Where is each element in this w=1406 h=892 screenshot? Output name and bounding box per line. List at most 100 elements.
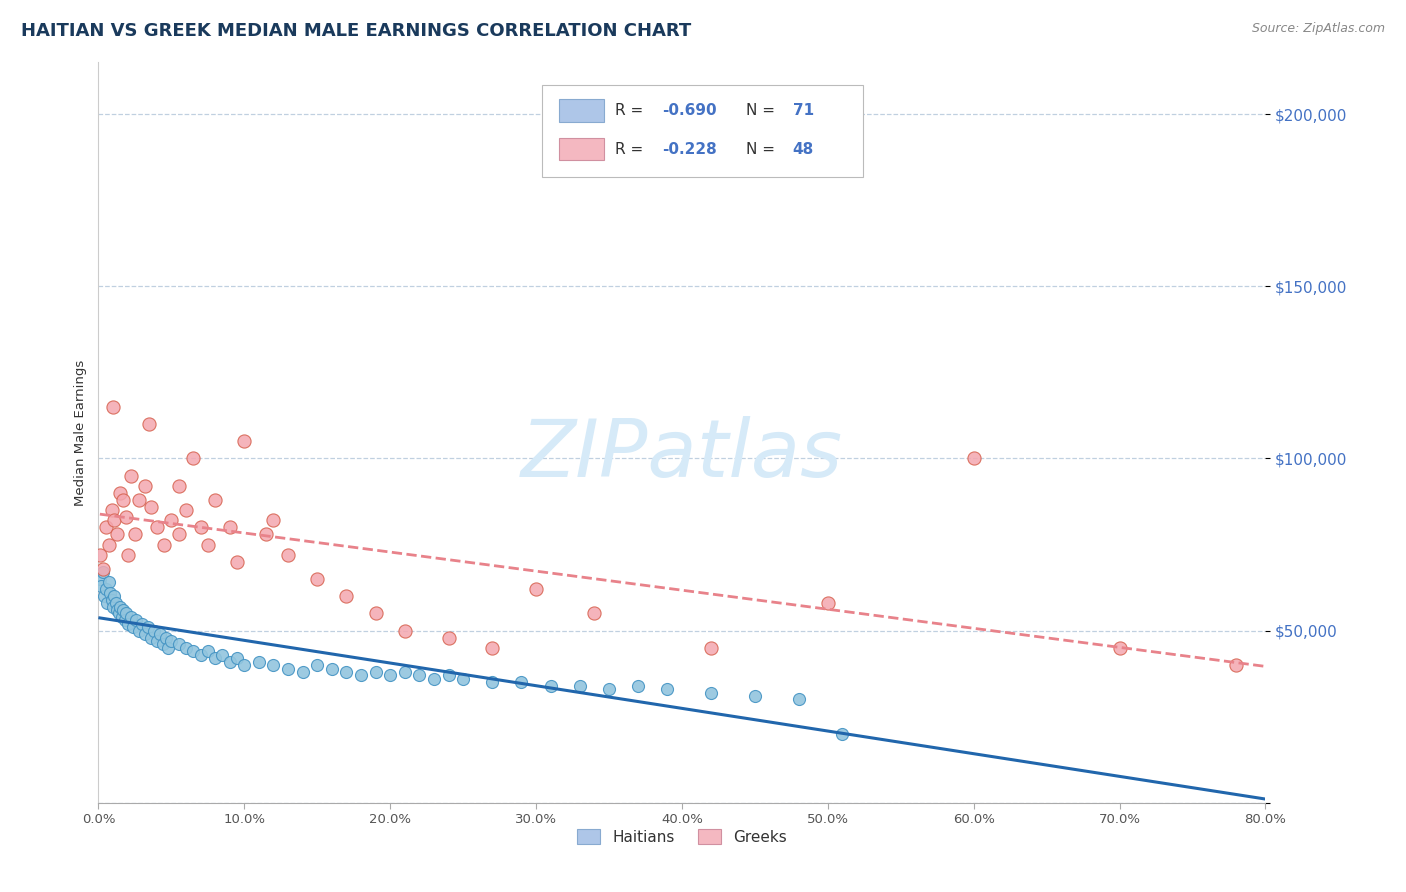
Point (112, 603, 135, 617)
Point (817, 596, 839, 610)
Point (128, 624, 150, 638)
Point (262, 658, 284, 673)
Point (139, 500, 162, 514)
Point (190, 648, 212, 662)
Point (103, 589, 125, 603)
Point (510, 675, 533, 690)
Point (101, 599, 124, 614)
Point (91, 565, 114, 579)
Point (152, 637, 174, 651)
Point (233, 658, 256, 673)
Text: HAITIAN VS GREEK MEDIAN MALE EARNINGS CORRELATION CHART: HAITIAN VS GREEK MEDIAN MALE EARNINGS CO… (21, 22, 692, 40)
Point (89, 572, 111, 586)
Point (408, 668, 430, 682)
Point (131, 616, 153, 631)
Point (134, 627, 156, 641)
Point (94, 582, 117, 597)
Point (160, 513, 183, 527)
Point (117, 616, 139, 631)
Point (149, 627, 172, 641)
Point (181, 644, 204, 658)
Point (335, 665, 357, 679)
Point (97, 537, 120, 551)
Legend: Haitians, Greeks: Haitians, Greeks (571, 823, 793, 851)
Point (167, 527, 190, 541)
FancyBboxPatch shape (560, 99, 603, 121)
Point (167, 479, 190, 493)
Point (139, 631, 162, 645)
Y-axis label: Median Male Earnings: Median Male Earnings (75, 359, 87, 506)
Point (226, 555, 249, 569)
Point (122, 620, 145, 634)
Point (105, 527, 128, 541)
Text: R =: R = (616, 142, 648, 157)
Point (124, 527, 146, 541)
Point (744, 689, 766, 703)
Point (204, 492, 226, 507)
Text: Source: ZipAtlas.com: Source: ZipAtlas.com (1251, 22, 1385, 36)
FancyBboxPatch shape (560, 138, 603, 161)
Point (218, 655, 240, 669)
Point (181, 451, 204, 466)
Point (262, 513, 284, 527)
Point (93, 589, 115, 603)
Point (91, 561, 114, 575)
Point (96, 596, 118, 610)
Text: 48: 48 (793, 142, 814, 157)
Point (254, 527, 277, 541)
Point (108, 607, 131, 621)
Point (97, 575, 120, 590)
Point (110, 486, 132, 500)
Point (700, 640, 723, 655)
Point (136, 620, 159, 634)
Point (627, 679, 650, 693)
Point (114, 613, 136, 627)
Point (218, 520, 240, 534)
Point (962, 451, 984, 466)
Point (437, 631, 460, 645)
Point (1108, 640, 1130, 655)
Point (350, 668, 373, 682)
Point (138, 417, 160, 431)
Point (125, 613, 148, 627)
Point (1225, 658, 1247, 673)
Point (146, 634, 169, 648)
Point (105, 603, 128, 617)
Point (211, 648, 233, 662)
Point (134, 479, 156, 493)
Text: -0.228: -0.228 (662, 142, 717, 157)
Point (423, 672, 446, 686)
Point (174, 640, 197, 655)
Point (146, 520, 169, 534)
Text: 71: 71 (793, 103, 814, 118)
Text: -0.690: -0.690 (662, 103, 717, 118)
Point (98, 586, 121, 600)
FancyBboxPatch shape (541, 85, 863, 178)
Point (233, 434, 256, 449)
Point (307, 658, 329, 673)
Point (120, 468, 142, 483)
Point (142, 624, 165, 638)
Point (90, 579, 112, 593)
Text: R =: R = (616, 103, 648, 118)
Text: N =: N = (747, 142, 780, 157)
Point (380, 668, 402, 682)
Point (111, 610, 134, 624)
Point (117, 548, 139, 562)
Text: N =: N = (747, 103, 780, 118)
Point (524, 582, 547, 597)
Point (291, 665, 314, 679)
Point (103, 513, 125, 527)
Point (100, 592, 122, 607)
Point (277, 548, 299, 562)
Point (197, 537, 219, 551)
Point (160, 634, 183, 648)
Point (831, 727, 853, 741)
Point (321, 661, 343, 675)
Point (155, 631, 177, 645)
Point (89, 548, 111, 562)
Point (115, 607, 138, 621)
Point (226, 651, 249, 665)
Point (115, 510, 138, 524)
Point (101, 400, 124, 414)
